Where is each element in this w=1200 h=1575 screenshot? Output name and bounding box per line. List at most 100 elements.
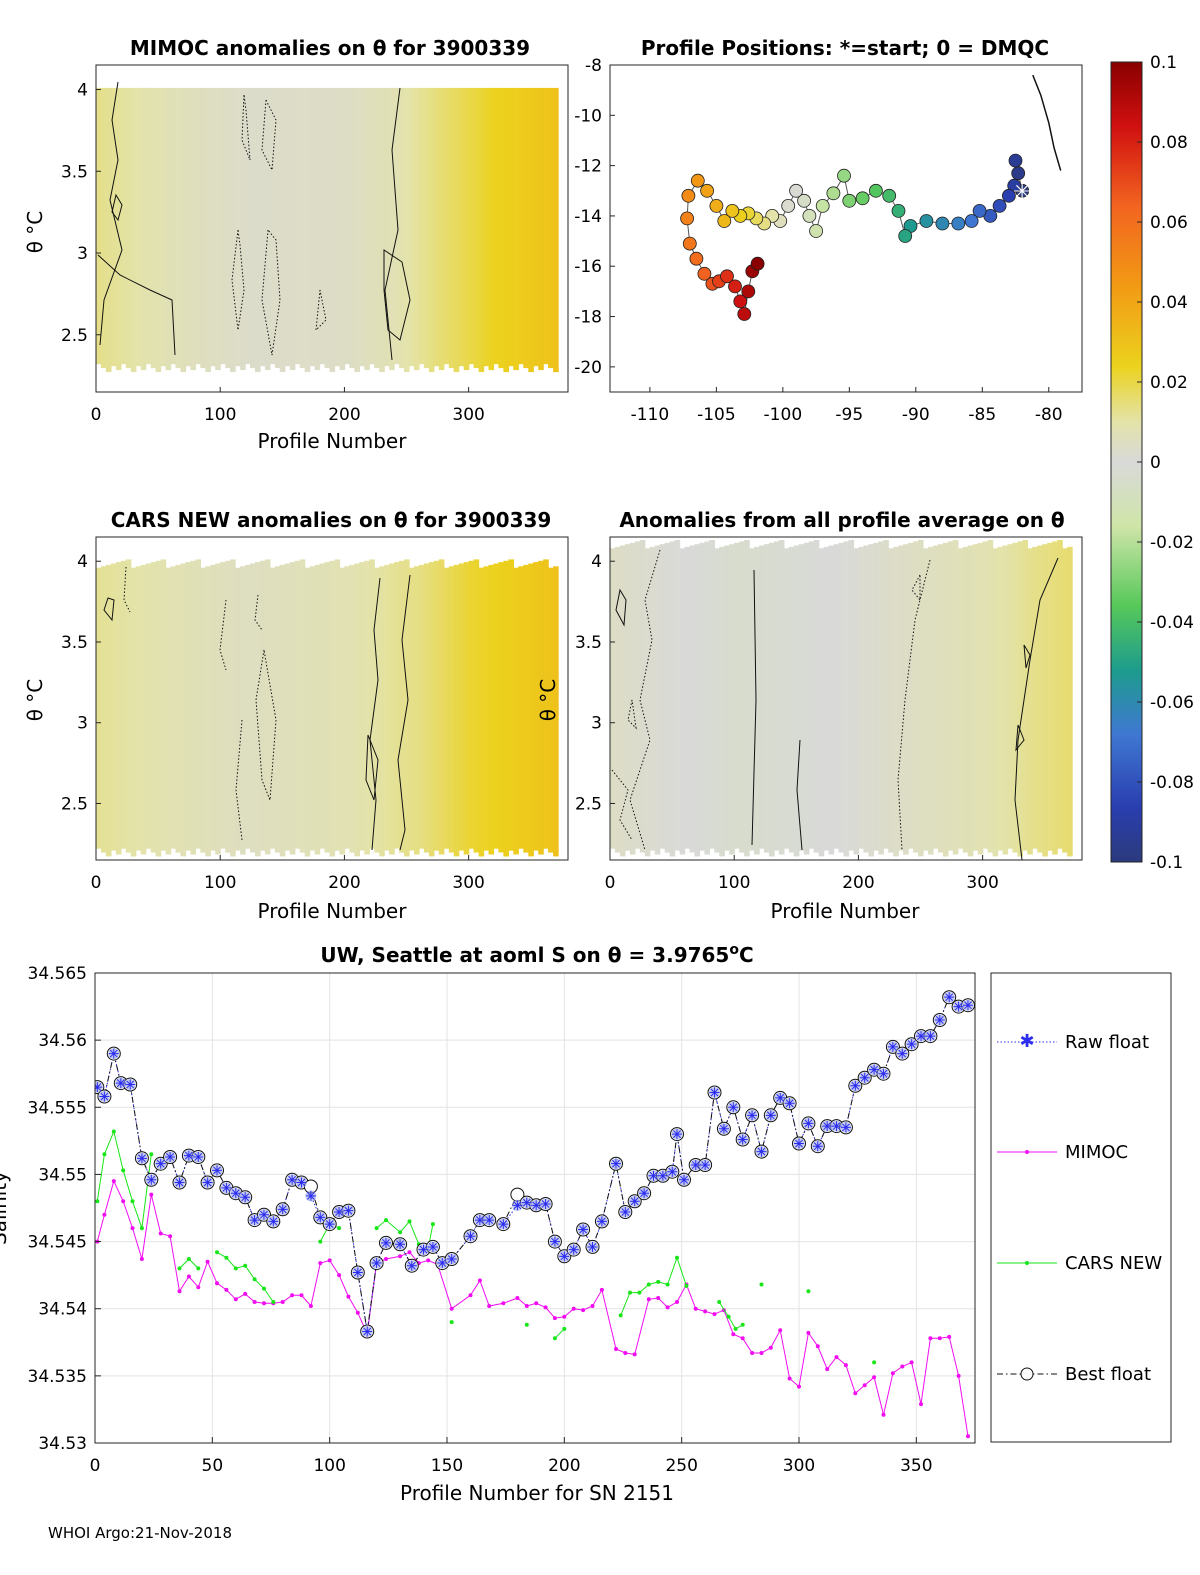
mimoc-point bbox=[308, 1304, 313, 1308]
mimoc-point bbox=[224, 1287, 229, 1292]
allavg-cell bbox=[774, 541, 780, 851]
cars-cell bbox=[205, 566, 211, 857]
mimoc-cell bbox=[215, 87, 221, 371]
allavg-cell bbox=[977, 542, 984, 855]
mimoc-point bbox=[731, 1332, 736, 1337]
allavg-cell bbox=[942, 542, 949, 857]
mimoc-cell bbox=[518, 87, 524, 365]
allavg-cell bbox=[1002, 545, 1009, 855]
raw-float-point bbox=[212, 1165, 223, 1176]
raw-float-point bbox=[784, 1098, 795, 1109]
allavg-cell bbox=[1032, 546, 1038, 849]
mimoc-cell bbox=[299, 87, 306, 369]
allavg-cell bbox=[639, 540, 646, 853]
allavg-cell bbox=[1062, 548, 1068, 853]
cars-cell bbox=[175, 564, 182, 853]
cars-cell bbox=[498, 562, 504, 853]
mimoc-point bbox=[252, 1300, 257, 1304]
raw-float-point bbox=[620, 1207, 631, 1218]
mimoc-point bbox=[196, 1285, 201, 1290]
profile-position bbox=[725, 203, 740, 218]
mimoc-cell bbox=[508, 87, 514, 367]
allavg-cell bbox=[714, 548, 720, 853]
profile-position bbox=[898, 229, 913, 243]
salinity-title: UW, Seattle at aoml S on θ = 3.9765oC bbox=[320, 942, 753, 967]
mimoc-cell bbox=[175, 87, 182, 369]
allavg-cell bbox=[878, 541, 884, 855]
profile-position bbox=[802, 208, 817, 223]
raw-float-point bbox=[934, 1015, 945, 1025]
mimoc-cell bbox=[220, 87, 226, 365]
profile-position bbox=[1002, 188, 1016, 203]
cars-point bbox=[562, 1326, 567, 1331]
cars-cell bbox=[473, 559, 480, 853]
mimoc-cell bbox=[150, 87, 157, 369]
cars-point bbox=[177, 1266, 182, 1271]
salinity-legend: ✱ Raw float MIMOC CARS NEW Best float bbox=[990, 972, 1172, 1443]
cars-cell bbox=[294, 560, 301, 849]
mimoc-cell bbox=[235, 87, 241, 367]
allavg-cell bbox=[903, 544, 909, 855]
mimoc-xlabel: Profile Number bbox=[258, 429, 408, 453]
cars-point bbox=[243, 1263, 248, 1268]
cars-point bbox=[726, 1314, 731, 1319]
allavg-cell bbox=[898, 545, 904, 851]
cars-cell bbox=[513, 567, 519, 855]
mimoc-cell bbox=[359, 87, 365, 367]
profile-position bbox=[842, 193, 857, 208]
positions-xtick-label: -85 bbox=[968, 405, 996, 425]
mimoc-point bbox=[656, 1296, 661, 1300]
mimoc-point bbox=[290, 1293, 295, 1298]
raw-float-point bbox=[249, 1215, 260, 1226]
positions-ytick-label: -10 bbox=[574, 106, 602, 126]
cars-cell bbox=[289, 562, 296, 855]
allavg-cell bbox=[947, 541, 954, 851]
profile-position bbox=[797, 193, 811, 208]
mimoc-point bbox=[590, 1304, 595, 1308]
mimoc-point bbox=[487, 1304, 492, 1308]
cars-contour bbox=[123, 566, 131, 613]
allavg-xtick-label: 100 bbox=[718, 873, 750, 893]
raw-float-point bbox=[202, 1177, 213, 1188]
mimoc-point bbox=[158, 1231, 163, 1236]
profile-position bbox=[700, 183, 714, 198]
allavg-cell bbox=[893, 546, 899, 857]
allavg-cell bbox=[1067, 546, 1073, 857]
mimoc-panel: MIMOC anomalies on θ for 3900339 0 100 200… bbox=[23, 36, 569, 453]
raw-float-point bbox=[427, 1241, 438, 1252]
cars-cell bbox=[344, 566, 350, 849]
cars-point bbox=[717, 1300, 722, 1304]
mimoc-cell bbox=[284, 87, 291, 367]
colorbar-tick-label: -0.08 bbox=[1150, 773, 1194, 793]
allavg-cell bbox=[818, 548, 825, 857]
cars-cell bbox=[553, 566, 559, 857]
legend-asterisk-icon: ✱ bbox=[1019, 1031, 1034, 1052]
mimoc-cell bbox=[324, 87, 331, 369]
positions-xtick-label: -80 bbox=[1035, 405, 1063, 425]
salinity-xtick-label: 200 bbox=[548, 1456, 580, 1476]
cars-cell bbox=[170, 566, 177, 849]
profile-position bbox=[697, 266, 712, 281]
raw-float-point bbox=[315, 1212, 326, 1223]
mimoc-cell bbox=[105, 87, 112, 373]
allavg-cell bbox=[848, 540, 855, 851]
mimoc-point bbox=[318, 1261, 323, 1266]
cars-point bbox=[374, 1226, 379, 1231]
allavg-cell bbox=[873, 542, 879, 851]
cars-cell bbox=[250, 563, 256, 853]
cars-dotted-contours bbox=[123, 566, 277, 841]
mimoc-contour bbox=[384, 87, 401, 361]
mimoc-point bbox=[543, 1305, 548, 1310]
profile-position bbox=[869, 183, 883, 198]
mimoc-xtick-label: 200 bbox=[328, 405, 360, 425]
raw-float-point bbox=[95, 1082, 103, 1093]
mimoc-ytick-label: 2.5 bbox=[61, 326, 88, 346]
cars-point bbox=[552, 1336, 557, 1341]
mimoc-cell bbox=[389, 87, 395, 371]
mimoc-cell bbox=[155, 87, 162, 373]
cars-cell bbox=[438, 559, 445, 855]
legend-label-cars: CARS NEW bbox=[1065, 1253, 1162, 1274]
cars-cell bbox=[130, 567, 137, 857]
cars-cell bbox=[165, 567, 172, 855]
cars-cell bbox=[379, 566, 385, 857]
